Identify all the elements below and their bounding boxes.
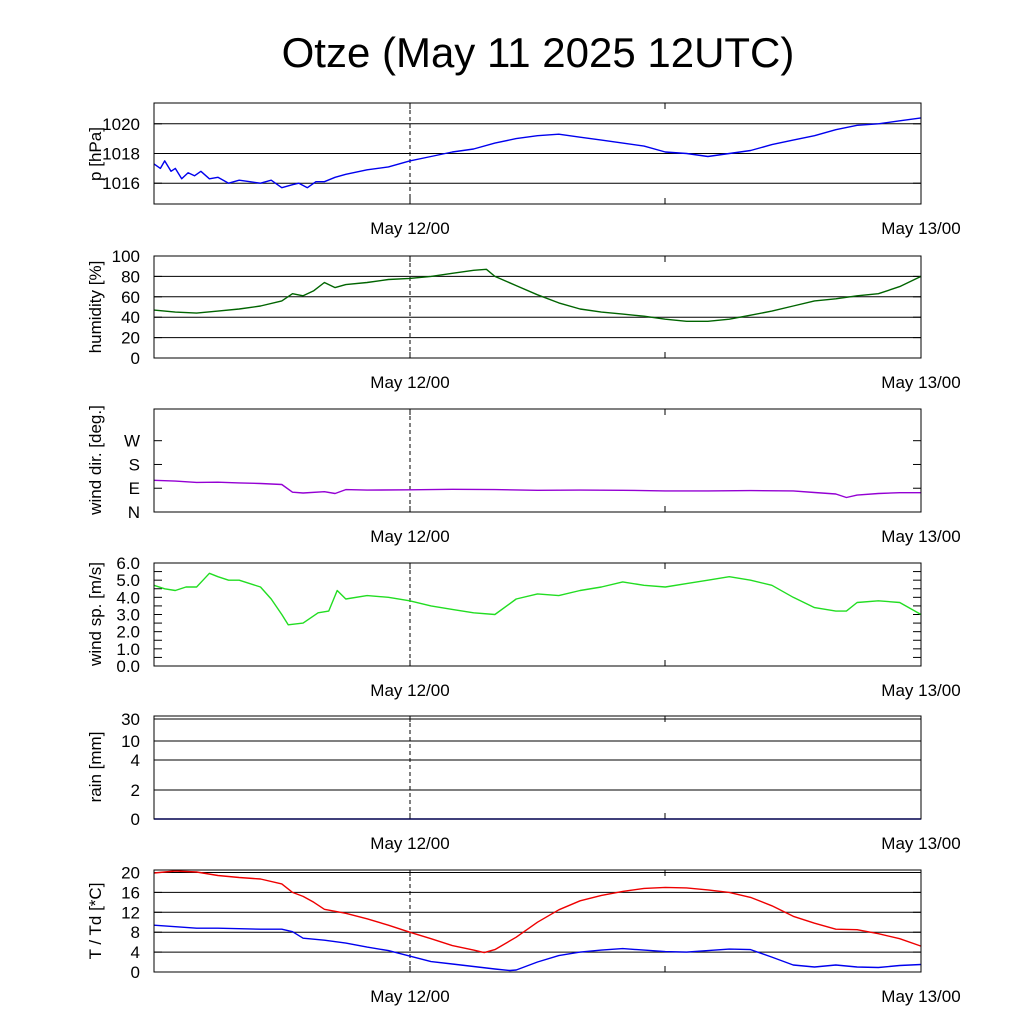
pressure-y-tick-label: 1020 bbox=[102, 115, 140, 134]
rain-y-axis-label: rain [mm] bbox=[86, 732, 105, 803]
humidity-y-axis-label: humidity [%] bbox=[86, 261, 105, 354]
temperature-y-axis-label: T / Td [*C] bbox=[86, 883, 105, 960]
wind_direction-y-tick-label: S bbox=[129, 455, 140, 474]
humidity-y-tick-label: 60 bbox=[121, 288, 140, 307]
rain-y-tick-label: 2 bbox=[131, 781, 140, 800]
pressure-y-axis-label: p [hPa] bbox=[86, 127, 105, 181]
wind_direction-y-tick-label: N bbox=[128, 503, 140, 522]
rain-x-tick-label: May 12/00 bbox=[370, 834, 449, 853]
wind_direction-y-axis-label: wind dir. [deg.] bbox=[86, 405, 105, 516]
wind_speed-y-tick-label: 5.0 bbox=[116, 571, 140, 590]
humidity-y-tick-label: 80 bbox=[121, 267, 140, 286]
wind_speed-y-tick-label: 0.0 bbox=[116, 657, 140, 676]
rain-y-tick-label: 0 bbox=[131, 810, 140, 829]
humidity-y-tick-label: 0 bbox=[131, 349, 140, 368]
wind_speed-series-line bbox=[153, 572, 922, 626]
wind_speed-y-tick-label: 4.0 bbox=[116, 588, 140, 607]
temperature-x-tick-label: May 12/00 bbox=[370, 987, 449, 1006]
wind_direction-y-tick-label: W bbox=[124, 432, 140, 451]
pressure-series-line bbox=[153, 117, 922, 189]
pressure-y-tick-label: 1016 bbox=[102, 174, 140, 193]
temperature-y-tick-label: 20 bbox=[121, 863, 140, 882]
wind_speed-x-tick-label: May 13/00 bbox=[881, 681, 960, 700]
pressure-x-tick-label: May 13/00 bbox=[881, 219, 960, 238]
temperature-y-tick-label: 16 bbox=[121, 883, 140, 902]
wind_direction-x-tick-label: May 12/00 bbox=[370, 527, 449, 546]
wind_direction-y-tick-label: E bbox=[129, 479, 140, 498]
humidity-series-line bbox=[153, 268, 922, 322]
rain-x-tick-label: May 13/00 bbox=[881, 834, 960, 853]
wind_speed-x-tick-label: May 12/00 bbox=[370, 681, 449, 700]
temperature-plot-frame bbox=[153, 869, 922, 973]
rain-y-tick-label: 30 bbox=[121, 710, 140, 729]
wind_direction-series-line bbox=[153, 479, 921, 499]
wind_speed-plot-frame bbox=[153, 562, 922, 667]
pressure-y-tick-label: 1018 bbox=[102, 145, 140, 164]
humidity-plot-frame bbox=[153, 255, 922, 359]
temperature-x-tick-label: May 13/00 bbox=[881, 987, 960, 1006]
pressure-x-tick-label: May 12/00 bbox=[370, 219, 449, 238]
temperature-y-tick-label: 8 bbox=[131, 923, 140, 942]
pressure-plot-frame bbox=[153, 102, 922, 205]
humidity-x-tick-label: May 12/00 bbox=[370, 373, 449, 392]
temperature-y-tick-label: 4 bbox=[131, 943, 140, 962]
humidity-y-tick-label: 40 bbox=[121, 308, 140, 327]
wind_speed-y-tick-label: 6.0 bbox=[116, 554, 140, 573]
rain-y-tick-label: 4 bbox=[131, 751, 140, 770]
rain-plot-frame bbox=[153, 715, 922, 820]
humidity-y-tick-label: 100 bbox=[112, 247, 140, 266]
wind_speed-y-axis-label: wind sp. [m/s] bbox=[86, 562, 105, 667]
rain-y-tick-label: 10 bbox=[121, 732, 140, 751]
temperature-series-line bbox=[153, 924, 922, 972]
humidity-x-tick-label: May 13/00 bbox=[881, 373, 960, 392]
wind_speed-y-tick-label: 1.0 bbox=[116, 640, 140, 659]
temperature-series-line bbox=[153, 870, 922, 954]
temperature-y-tick-label: 0 bbox=[131, 963, 140, 982]
wind_speed-y-tick-label: 3.0 bbox=[116, 606, 140, 625]
wind_direction-plot-frame bbox=[153, 408, 922, 513]
wind_direction-x-tick-label: May 13/00 bbox=[881, 527, 960, 546]
wind_speed-y-tick-label: 2.0 bbox=[116, 623, 140, 642]
chart-title: Otze (May 11 2025 12UTC) bbox=[282, 29, 795, 76]
temperature-y-tick-label: 12 bbox=[121, 903, 140, 922]
humidity-y-tick-label: 20 bbox=[121, 329, 140, 348]
